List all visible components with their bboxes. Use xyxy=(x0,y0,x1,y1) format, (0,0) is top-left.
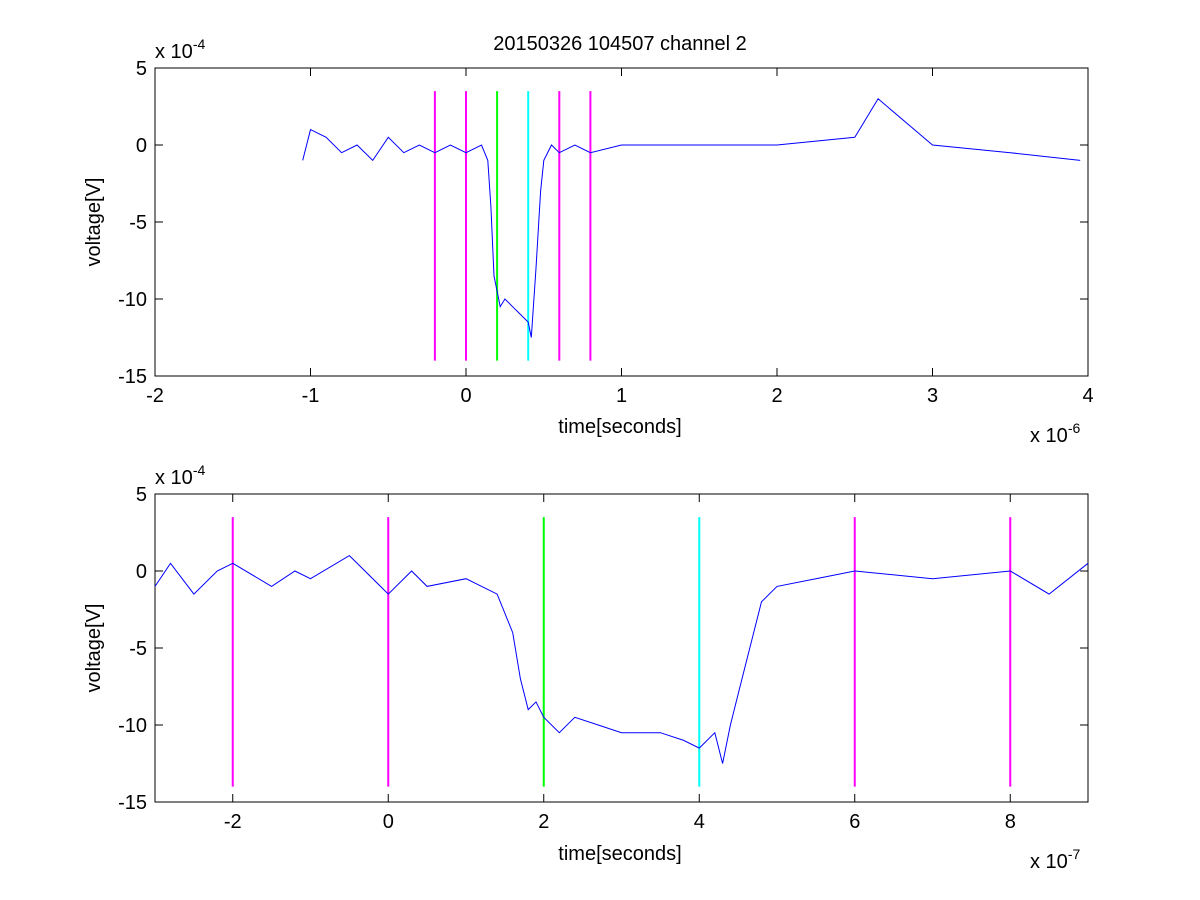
bottom-y-exponent-power: -4 xyxy=(193,462,206,478)
top-x-ticks: -2 -1 0 1 2 3 4 xyxy=(146,68,1094,407)
top-x-axis-label: time[seconds] xyxy=(558,416,681,438)
top-x-exponent-base: x 10 xyxy=(1030,425,1068,447)
top-x-tick-label: 3 xyxy=(927,385,938,407)
bottom-y-exponent: x 10-4 xyxy=(155,462,205,489)
bottom-x-tick-label: 0 xyxy=(383,811,394,833)
bottom-x-tick-label: -2 xyxy=(224,811,242,833)
top-y-tick-label: 5 xyxy=(136,58,147,80)
top-y-axis-label: voltage[V] xyxy=(83,178,105,267)
bottom-y-axis-label: voltage[V] xyxy=(83,604,105,693)
bottom-x-tick-label: 8 xyxy=(1005,811,1016,833)
bottom-x-exponent-power: -7 xyxy=(1068,846,1081,862)
top-y-tick-label: 0 xyxy=(136,135,147,157)
top-series-group xyxy=(302,98,1081,338)
bottom-x-tick-label: 2 xyxy=(538,811,549,833)
bottom-x-exponent-base: x 10 xyxy=(1030,851,1068,873)
bottom-y-tick-label: -10 xyxy=(118,715,147,737)
bottom-x-tick-label: 6 xyxy=(849,811,860,833)
top-y-exponent-power: -4 xyxy=(193,36,206,52)
top-y-exponent-base: x 10 xyxy=(155,41,193,63)
top-plot-frame xyxy=(154,67,1089,377)
top-x-tick-label: -2 xyxy=(146,385,164,407)
top-y-tick-label: -15 xyxy=(118,366,147,388)
bottom-series-group xyxy=(154,554,1089,764)
bottom-x-ticks: -2 0 2 4 6 8 xyxy=(224,494,1016,833)
top-x-tick-label: 4 xyxy=(1082,385,1093,407)
top-axes: -2 -1 0 1 2 3 4 50-5-10-15 time[seconds] volta… xyxy=(83,36,1094,447)
bottom-x-tick-label: 4 xyxy=(694,811,705,833)
bottom-plot-frame xyxy=(154,493,1089,803)
top-x-tick-label: 1 xyxy=(616,385,627,407)
top-x-exponent: x 10-6 xyxy=(1030,420,1080,447)
bottom-y-ticks: 5 0 -5 -10 -15 xyxy=(118,484,1088,814)
top-x-tick-label: 2 xyxy=(771,385,782,407)
top-y-ticks: 5 0 -5 -10 -15 xyxy=(118,58,1088,388)
bottom-y-exponent-base: x 10 xyxy=(155,467,193,489)
top-y-exponent: x 10-4 xyxy=(155,36,205,63)
bottom-x-exponent: x 10-7 xyxy=(1030,846,1080,873)
bottom-y-tick-label: -15 xyxy=(118,792,147,814)
bottom-marker-lines xyxy=(231,517,1012,787)
figure-title: 20150326 104507 channel 2 xyxy=(493,33,747,55)
top-marker-lines xyxy=(433,91,592,361)
top-x-tick-label: 0 xyxy=(460,385,471,407)
bottom-x-axis-label: time[seconds] xyxy=(558,843,681,865)
top-x-exponent-power: -6 xyxy=(1068,420,1081,436)
top-signal-line xyxy=(302,98,1081,338)
bottom-y-tick-label: 5 xyxy=(136,484,147,506)
top-y-tick-label: -10 xyxy=(118,289,147,311)
bottom-y-tick-label: 0 xyxy=(136,561,147,583)
bottom-signal-line xyxy=(154,554,1089,764)
bottom-axes: -2 0 2 4 6 8 5 0 -5 -10 -15 time[seconds] voltage… xyxy=(83,462,1089,873)
top-y-tick-label: -5 xyxy=(129,212,147,234)
top-x-tick-label: -1 xyxy=(302,385,320,407)
bottom-y-tick-label: -5 xyxy=(129,638,147,660)
